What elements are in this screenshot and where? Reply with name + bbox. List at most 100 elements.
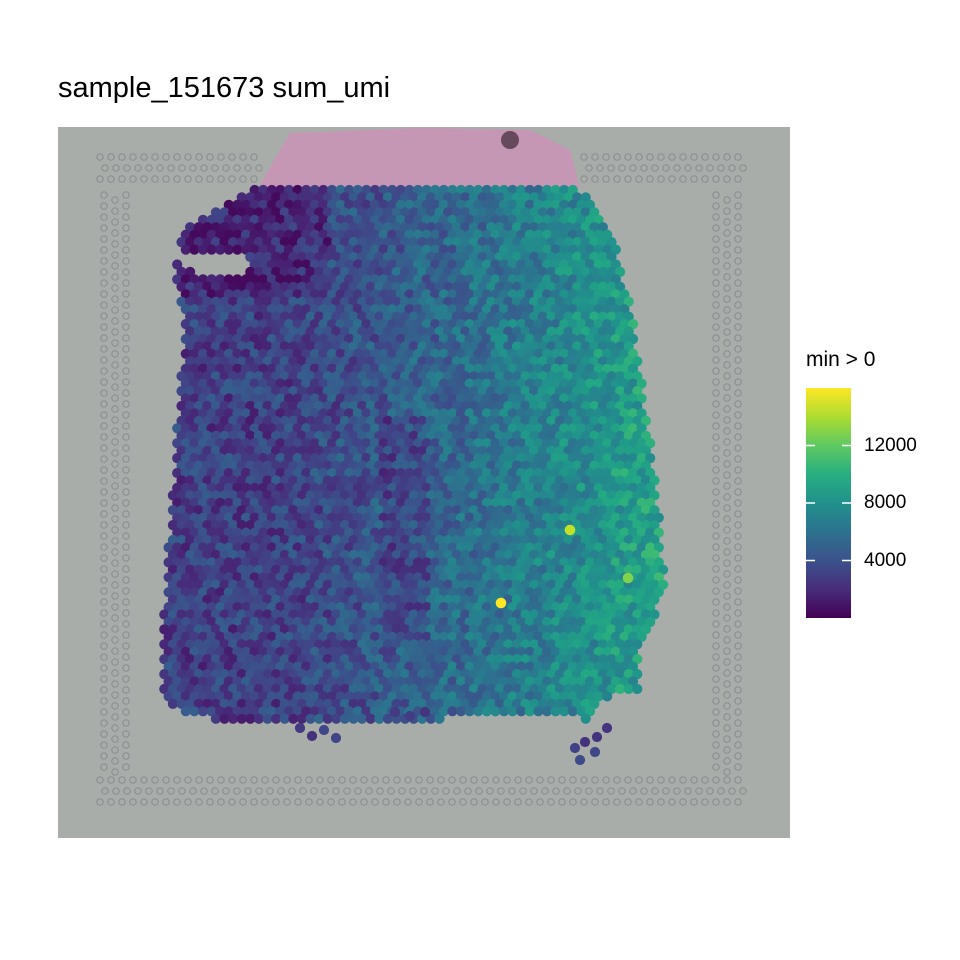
fiducial-dot <box>453 787 461 795</box>
data-spot <box>584 199 596 210</box>
data-spot <box>318 304 329 315</box>
data-spot <box>516 602 527 613</box>
data-spot <box>253 698 264 710</box>
data-spot <box>610 408 621 419</box>
data-spot <box>533 676 544 687</box>
data-spot <box>167 594 178 605</box>
data-spot <box>266 482 277 493</box>
fiducial-dot <box>100 444 108 452</box>
data-spot <box>460 579 471 590</box>
data-spot <box>193 386 204 397</box>
data-spot <box>210 400 221 412</box>
data-spot <box>348 371 359 382</box>
data-spot <box>232 616 243 628</box>
data-spot <box>494 475 505 486</box>
data-spot <box>172 453 183 464</box>
data-spot <box>314 266 325 277</box>
data-spot <box>202 445 213 456</box>
data-spot <box>443 520 454 531</box>
fiducial-dot <box>723 361 731 369</box>
data-spot <box>271 654 282 665</box>
data-spot <box>589 237 600 248</box>
data-spot <box>288 564 299 575</box>
data-spot <box>486 579 497 590</box>
data-spot <box>606 266 617 277</box>
data-spot <box>275 661 286 672</box>
data-spot <box>193 341 204 352</box>
data-spot <box>314 356 325 367</box>
data-spot <box>408 639 419 650</box>
data-spot <box>365 192 376 203</box>
data-spot <box>574 754 586 766</box>
data-spot <box>387 602 398 613</box>
data-spot <box>455 289 467 300</box>
data-spot <box>623 371 634 382</box>
data-spot <box>232 319 243 330</box>
data-spot <box>430 661 441 672</box>
data-spot <box>627 333 639 345</box>
fiducial-dot <box>734 719 742 727</box>
fiducial-dot <box>734 301 742 309</box>
fiducial-dot <box>100 730 108 738</box>
data-spot <box>412 631 424 643</box>
data-spot <box>206 363 217 374</box>
data-spot <box>232 393 243 404</box>
data-spot <box>417 415 428 426</box>
data-spot <box>283 646 295 657</box>
fiducial-dot <box>734 411 742 419</box>
data-spot <box>619 467 630 479</box>
data-spot <box>632 430 643 441</box>
data-spot <box>262 654 273 665</box>
data-spot <box>412 244 424 255</box>
data-spot <box>382 460 393 471</box>
data-spot <box>584 706 596 717</box>
data-spot <box>197 423 209 434</box>
fiducial-dot <box>712 686 720 694</box>
data-spot <box>271 669 282 680</box>
data-spot <box>486 222 497 233</box>
data-spot <box>365 251 376 263</box>
data-spot <box>326 512 338 523</box>
data-spot <box>305 520 316 531</box>
fiducial-dot <box>382 798 390 806</box>
data-spot <box>189 572 200 583</box>
fiducial-dot <box>635 153 643 161</box>
fiducial-dot <box>100 345 108 353</box>
data-spot <box>292 259 303 270</box>
data-spot <box>589 669 600 680</box>
data-spot <box>533 304 544 315</box>
data-spot <box>301 497 312 508</box>
data-spot <box>258 572 269 583</box>
fiducial-dot <box>668 153 676 161</box>
data-spot <box>507 497 518 508</box>
data-spot <box>507 348 518 359</box>
fiducial-dot <box>712 323 720 331</box>
data-spot <box>176 400 187 412</box>
data-spot <box>580 579 591 590</box>
data-spot <box>202 669 213 680</box>
data-spot <box>503 534 514 546</box>
fiducial-dot <box>111 460 119 468</box>
data-spot <box>520 609 531 620</box>
data-spot <box>425 400 436 412</box>
data-spot <box>275 557 286 568</box>
data-spot <box>430 274 441 285</box>
data-spot <box>167 609 178 620</box>
data-spot <box>314 400 325 412</box>
data-spot <box>464 348 475 359</box>
data-spot <box>344 348 355 359</box>
data-spot <box>391 579 402 590</box>
fiducial-dot <box>404 798 412 806</box>
data-spot <box>580 609 591 620</box>
data-spot <box>460 326 471 337</box>
data-spot <box>468 639 479 650</box>
data-spot <box>365 415 376 426</box>
data-spot <box>318 467 329 479</box>
data-spot <box>210 520 221 531</box>
data-spot <box>365 549 376 561</box>
data-spot <box>464 557 475 568</box>
data-spot <box>266 497 277 508</box>
data-spot <box>481 631 492 643</box>
data-spot <box>236 386 247 397</box>
data-spot <box>215 214 226 225</box>
